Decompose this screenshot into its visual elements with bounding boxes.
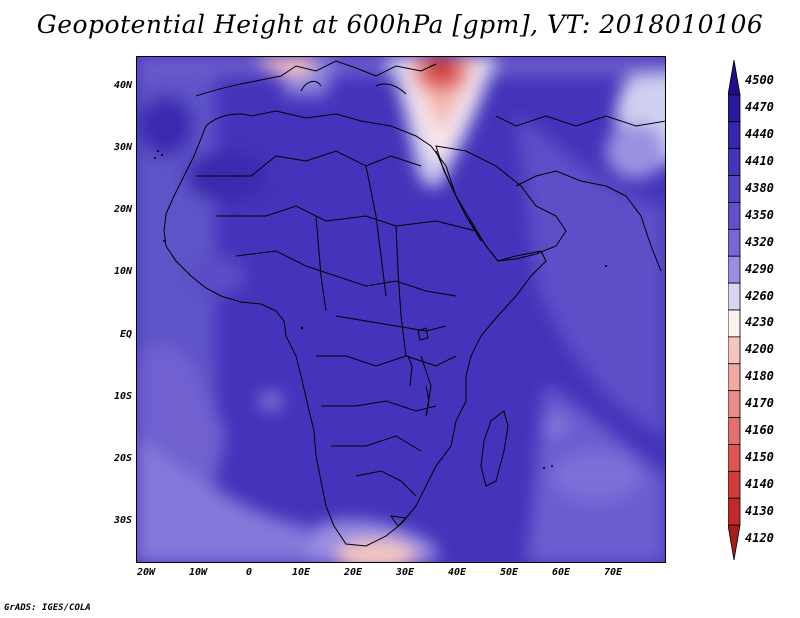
colorbar (727, 59, 800, 561)
colorbar-label: 4140 (745, 476, 774, 491)
colorbar-label: 4500 (745, 73, 774, 88)
height-field (136, 56, 666, 563)
colorbar-label: 4120 (745, 530, 774, 545)
colorbar-label: 4290 (745, 261, 774, 276)
lat-label-20n: 20N (113, 204, 132, 215)
colorbar-swatches (727, 59, 741, 561)
coastlines (163, 60, 666, 547)
colorbar-swatch (727, 497, 741, 526)
lat-label-10n: 10N (113, 266, 132, 277)
map-panel[interactable] (136, 56, 666, 563)
colorbar-label: 4470 (745, 100, 774, 115)
colorbar-label: 4230 (745, 315, 774, 330)
grads-credit: GrADS: IGES/COLA (4, 603, 91, 613)
lon-label-0: 0 (245, 567, 253, 578)
lat-label-40n: 40N (113, 80, 132, 91)
colorbar-swatch (727, 59, 741, 96)
lon-label-70e: 70E (603, 567, 623, 578)
lon-label-10e: 10E (291, 567, 311, 578)
colorbar-label: 4170 (745, 396, 774, 411)
colorbar-label: 4200 (745, 342, 774, 357)
colorbar-label: 4130 (745, 503, 774, 518)
map-frame (136, 56, 666, 563)
colorbar-label: 4440 (745, 127, 774, 142)
colorbar-label: 4320 (745, 234, 774, 249)
colorbar-swatch (727, 202, 741, 230)
colorbar-label: 4410 (745, 154, 774, 169)
colorbar-swatch (727, 175, 741, 203)
colorbar-label: 4160 (745, 423, 774, 437)
lat-label-20s: 20S (113, 453, 132, 464)
colorbar-label: 4180 (745, 369, 774, 384)
colorbar-label: 4380 (745, 181, 774, 195)
colorbar-label: 4350 (745, 207, 774, 222)
colorbar-swatch (727, 309, 741, 338)
colorbar-swatch (727, 282, 741, 311)
lon-label-40e: 40E (447, 567, 467, 578)
islands (154, 150, 607, 469)
colorbar-swatch (727, 417, 741, 445)
lat-label-10s: 10S (113, 391, 132, 402)
colorbar-swatch (727, 444, 741, 472)
lon-label-10w: 10W (188, 567, 208, 578)
colorbar-swatch (727, 336, 741, 365)
lon-label-50e: 50E (499, 567, 519, 578)
colorbar-swatch (727, 363, 741, 392)
colorbar-swatch (727, 470, 741, 499)
colorbar-swatch (727, 228, 741, 257)
colorbar-swatch (727, 390, 741, 418)
lon-label-30e: 30E (395, 567, 415, 578)
chart-title: Geopotential Height at 600hPa [gpm], VT:… (36, 10, 764, 39)
colorbar-swatch (727, 255, 741, 284)
lat-label-eq: EQ (119, 329, 132, 340)
colorbar-swatch (727, 121, 741, 150)
geopotential-map (136, 56, 666, 563)
lat-label-30s: 30S (113, 515, 132, 526)
colorbar-swatch (727, 524, 741, 561)
lon-label-20w: 20W (136, 567, 156, 578)
colorbar-swatch (727, 148, 741, 176)
lat-label-30n: 30N (113, 142, 132, 153)
lon-label-60e: 60E (551, 567, 571, 578)
lon-label-20e: 20E (343, 567, 363, 578)
colorbar-swatch (727, 94, 741, 123)
colorbar-label: 4150 (745, 449, 774, 464)
colorbar-label: 4260 (745, 288, 774, 303)
